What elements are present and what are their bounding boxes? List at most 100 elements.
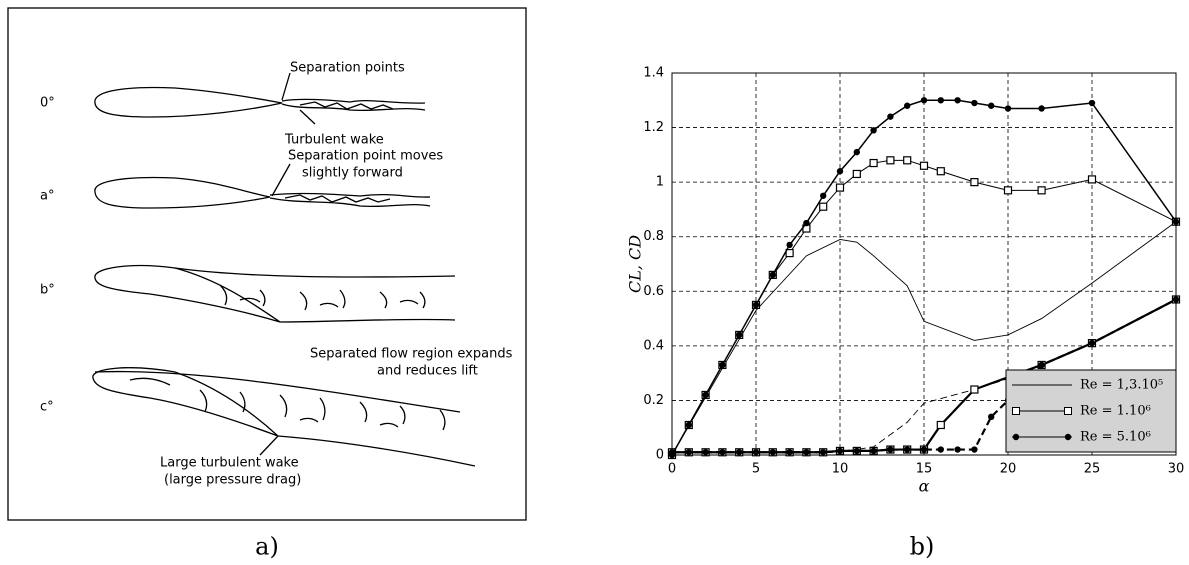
legend-marker <box>1012 407 1020 415</box>
marker <box>835 183 845 192</box>
annotation: and reduces lift <box>377 364 478 379</box>
marker <box>1088 99 1096 107</box>
marker <box>904 102 911 109</box>
legend-label: Re = 5.10⁶ <box>1080 430 1151 445</box>
marker <box>920 97 928 104</box>
pointer <box>299 109 316 125</box>
marker <box>853 447 860 455</box>
marker <box>736 449 743 456</box>
marker <box>819 202 828 211</box>
angle-label: a° <box>40 189 54 204</box>
x-axis-label: α <box>919 477 930 496</box>
caption: b) <box>910 533 935 561</box>
marker <box>887 113 894 120</box>
chart: 0 0.2 0.4 0.6 0.8 1 1.2 1.4 0 5 10 15 20 25 30 α CL, CD R… <box>626 66 1185 496</box>
x-tick-label: 5 <box>752 462 760 477</box>
pointer <box>271 163 291 197</box>
caption: a) <box>255 533 279 561</box>
annotation: Separation point moves <box>288 149 443 164</box>
marker <box>936 167 945 176</box>
diagram <box>7 7 527 521</box>
x-tick-label: 25 <box>1084 462 1101 477</box>
legend-marker <box>1012 433 1020 441</box>
airfoil <box>92 367 279 437</box>
marker <box>869 158 878 168</box>
y-axis-label: CL, CD <box>626 235 645 293</box>
marker <box>736 331 743 339</box>
legend: Re = 1,3.10⁵ Re = 1.10⁶ Re = 5.10⁶ <box>1005 369 1177 453</box>
marker <box>1087 175 1097 184</box>
drag-line <box>672 298 1177 454</box>
marker <box>803 219 810 227</box>
diagram-frame <box>7 7 527 521</box>
marker <box>954 446 961 453</box>
wake <box>94 370 476 467</box>
y-tick-label: 0.6 <box>643 284 664 299</box>
marker <box>1038 105 1045 112</box>
marker <box>970 385 979 394</box>
marker <box>853 148 860 156</box>
x-tick-label: 10 <box>832 462 849 477</box>
marker <box>886 156 895 165</box>
pointer <box>259 435 279 456</box>
marker <box>836 447 844 455</box>
airfoil <box>94 176 271 209</box>
legend-label: Re = 1.10⁶ <box>1080 404 1151 419</box>
marker <box>1038 361 1045 369</box>
annotation: Separated flow region expands <box>310 347 513 362</box>
marker <box>970 178 979 187</box>
plot-frame <box>671 72 1177 456</box>
annotation: Large turbulent wake <box>160 456 299 471</box>
marker <box>786 449 793 456</box>
marker <box>1003 186 1013 195</box>
wake <box>269 192 431 208</box>
annotation: Turbulent wake <box>284 133 384 148</box>
marker <box>752 301 760 309</box>
marker <box>920 446 928 453</box>
marker <box>1172 296 1180 303</box>
marker <box>836 168 844 175</box>
x-tick-label: 15 <box>916 462 933 477</box>
marker <box>988 102 995 109</box>
marker <box>1172 218 1180 225</box>
marker <box>971 446 978 453</box>
marker <box>785 248 794 258</box>
legend-label: Re = 1,3.10⁵ <box>1080 378 1163 393</box>
marker <box>769 449 776 456</box>
airfoil <box>94 264 281 323</box>
marker <box>919 161 929 170</box>
marker <box>936 420 945 430</box>
marker <box>752 449 760 456</box>
marker <box>668 449 676 456</box>
marker <box>903 156 912 165</box>
angle-label: c° <box>40 400 54 415</box>
airfoil <box>94 86 283 118</box>
marker <box>719 361 726 369</box>
marker <box>769 271 776 279</box>
marker <box>1088 339 1096 347</box>
y-tick-label: 1.2 <box>643 120 664 135</box>
marker <box>702 449 709 456</box>
pointer <box>281 72 291 101</box>
angle-label: b° <box>40 283 55 298</box>
y-tick-label: 0.8 <box>643 229 664 244</box>
y-tick-label: 0.2 <box>643 393 664 408</box>
marker <box>803 449 810 456</box>
y-tick-label: 0 <box>656 448 664 463</box>
marker <box>971 99 978 107</box>
annotation: slightly forward <box>302 166 403 181</box>
marker <box>937 446 944 453</box>
marker <box>870 447 877 455</box>
marker <box>887 446 894 453</box>
y-tick-label: 1.4 <box>643 66 664 81</box>
marker <box>988 413 995 420</box>
marker <box>904 446 911 453</box>
marker <box>786 241 793 249</box>
marker <box>719 449 726 456</box>
legend-marker <box>1064 433 1072 441</box>
x-tick-label: 20 <box>1000 462 1017 477</box>
wake <box>281 98 426 112</box>
marker <box>685 421 692 429</box>
marker <box>954 97 961 104</box>
